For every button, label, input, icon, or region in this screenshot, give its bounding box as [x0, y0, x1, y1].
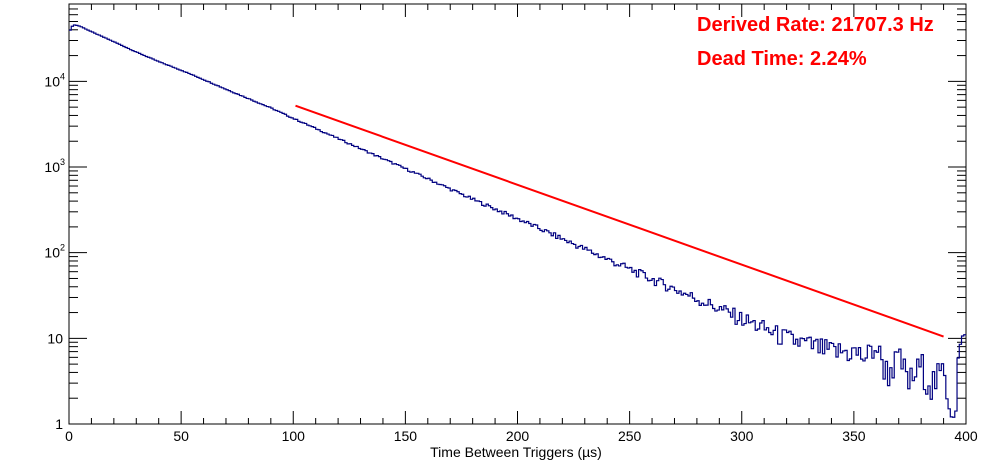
x-tick-label: 50: [173, 428, 189, 444]
x-axis-title: Time Between Triggers (µs): [430, 444, 602, 460]
histogram-series: [69, 24, 966, 418]
x-tick-label: 250: [618, 428, 642, 444]
y-tick-exponent: 4: [60, 71, 65, 81]
x-tick-label: 100: [282, 428, 306, 444]
y-tick-exponent: 2: [60, 243, 65, 253]
y-tick-label: 10: [47, 330, 63, 346]
y-tick-exponent: 3: [60, 157, 65, 167]
x-tick-label: 200: [506, 428, 530, 444]
y-tick-label: 1: [55, 416, 63, 432]
x-tick-label: 0: [65, 428, 73, 444]
dead-time-annotation: Dead Time: 2.24%: [697, 48, 867, 70]
x-tick-label: 400: [954, 428, 978, 444]
x-tick-label: 150: [394, 428, 418, 444]
x-tick-label: 350: [842, 428, 866, 444]
y-tick-label: 10: [44, 73, 60, 89]
x-tick-label: 300: [730, 428, 754, 444]
y-tick-label: 10: [44, 245, 60, 261]
fit-line: [295, 104, 944, 338]
y-tick-label: 10: [44, 159, 60, 175]
derived-rate-annotation: Derived Rate: 21707.3 Hz: [697, 14, 934, 36]
